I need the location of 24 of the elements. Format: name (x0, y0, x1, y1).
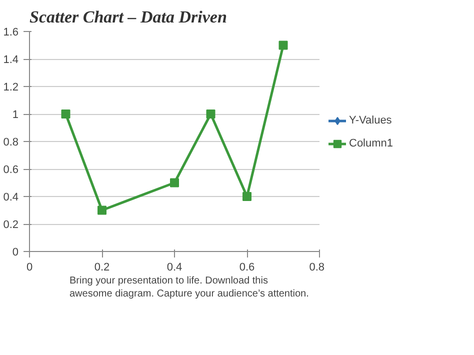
x-tick-label: 0.8 (309, 262, 325, 274)
y-tick-label: 1.4 (3, 54, 19, 66)
y-tick-label: 0 (12, 246, 19, 258)
point (278, 40, 288, 50)
text: Bring your presentation to life. Download this awesome diagram. Capture your audience’s attention. (70, 276, 309, 300)
y-tick-label: 1 (12, 109, 19, 121)
point (170, 178, 179, 188)
y-tick-label: 0.6 (3, 164, 19, 176)
point (242, 192, 252, 201)
legend-label: Y-Values (349, 114, 392, 126)
y-tick-label: 1.2 (3, 82, 19, 94)
y-tick-label: 0.2 (3, 219, 19, 231)
point (206, 110, 216, 118)
x-tick-label: 0 (26, 262, 33, 274)
point (61, 110, 70, 118)
point (98, 206, 106, 215)
x-tick-label: 0.2 (94, 262, 110, 274)
x-tick-label: 0.4 (166, 262, 182, 274)
chart-title: Scatter Chart – Data Driven (30, 8, 227, 26)
y-tick-label: 0.4 (3, 192, 19, 204)
x-tick-label: 0.6 (239, 262, 255, 274)
y-tick-label: 1.6 (3, 26, 19, 38)
y-tick-label: 0.8 (3, 136, 19, 148)
legend-label: Column1 (349, 137, 394, 149)
